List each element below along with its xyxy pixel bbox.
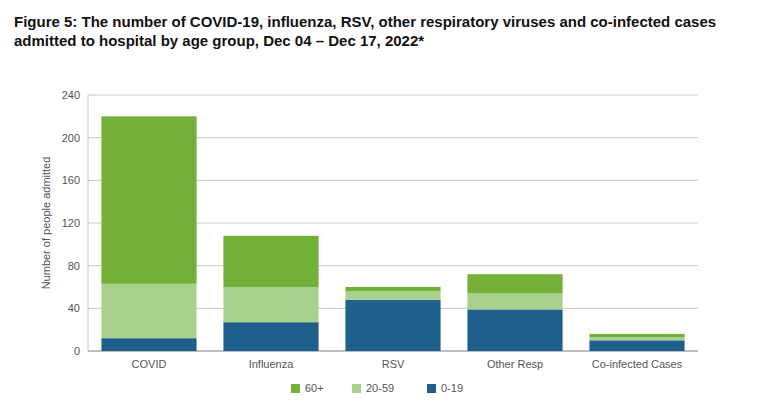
bar-segment (345, 300, 440, 351)
bars (101, 116, 684, 351)
x-tick-label: Co-infected Cases (592, 358, 683, 370)
bar-segment (467, 309, 562, 351)
y-tick-label: 120 (62, 217, 80, 229)
bar-segment (589, 337, 684, 340)
chart: 0 40 80 120 160 200 240 Number of people admitt… (0, 0, 780, 403)
bar-segment (101, 284, 196, 338)
bar-segment (101, 338, 196, 351)
y-tick-label: 80 (68, 260, 80, 272)
x-tick-label: Influenza (249, 358, 295, 370)
legend-swatch (427, 384, 436, 393)
bar-segment (467, 274, 562, 293)
chart-title: Figure 5: The number of COVID-19, influe… (14, 12, 754, 50)
legend-label: 20-59 (366, 382, 394, 394)
y-tick-label: 240 (62, 89, 80, 101)
x-tick-label: COVID (132, 358, 167, 370)
bar-segment (467, 293, 562, 309)
bar-segment (101, 116, 196, 283)
legend-swatch (352, 384, 361, 393)
bar-segment (345, 287, 440, 291)
legend-label: 0-19 (441, 382, 463, 394)
grid-line (88, 95, 698, 96)
bar-segment (223, 322, 318, 351)
y-axis-line (88, 95, 89, 351)
y-tick-label: 40 (68, 302, 80, 314)
bar-segment (589, 334, 684, 337)
bar-segment (589, 340, 684, 351)
bar-segment (223, 287, 318, 322)
y-tick-label: 0 (74, 345, 80, 357)
y-tick-label: 200 (62, 132, 80, 144)
x-tick-label: Other Resp (487, 358, 543, 370)
bar-segment (345, 291, 440, 300)
legend-swatch (291, 384, 300, 393)
legend-label: 60+ (305, 382, 324, 394)
x-tick-label: RSV (382, 358, 405, 370)
y-axis-label: Number of people admitted (40, 157, 52, 290)
bar-segment (223, 236, 318, 287)
y-tick-label: 160 (62, 174, 80, 186)
